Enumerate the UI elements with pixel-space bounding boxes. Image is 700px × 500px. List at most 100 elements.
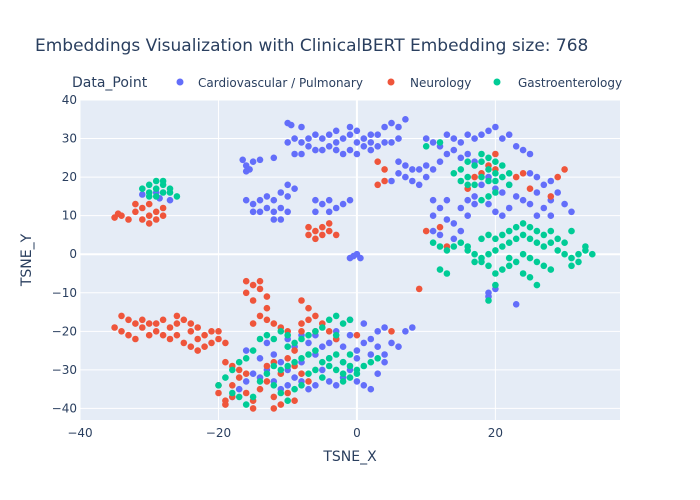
point-gastroenterology[interactable]	[374, 355, 382, 362]
point-cardiovascular-pulmonary[interactable]	[249, 208, 257, 216]
point-gastroenterology[interactable]	[554, 235, 561, 243]
point-cardiovascular-pulmonary[interactable]	[291, 374, 298, 381]
point-neurology[interactable]	[492, 150, 499, 158]
point-neurology[interactable]	[305, 223, 312, 231]
point-cardiovascular-pulmonary[interactable]	[350, 252, 357, 260]
point-neurology[interactable]	[132, 200, 139, 208]
point-neurology[interactable]	[201, 343, 208, 351]
point-gastroenterology[interactable]	[485, 177, 492, 185]
point-gastroenterology[interactable]	[332, 351, 340, 358]
point-neurology[interactable]	[166, 324, 174, 331]
point-cardiovascular-pulmonary[interactable]	[287, 121, 295, 129]
point-cardiovascular-pulmonary[interactable]	[443, 196, 451, 204]
point-cardiovascular-pulmonary[interactable]	[443, 216, 451, 223]
point-neurology[interactable]	[249, 281, 257, 289]
point-gastroenterology[interactable]	[159, 177, 167, 185]
point-gastroenterology[interactable]	[464, 243, 472, 250]
point-cardiovascular-pulmonary[interactable]	[409, 166, 416, 173]
point-neurology[interactable]	[139, 216, 146, 223]
point-cardiovascular-pulmonary[interactable]	[312, 382, 319, 389]
point-gastroenterology[interactable]	[284, 397, 292, 405]
point-gastroenterology[interactable]	[339, 358, 347, 366]
point-gastroenterology[interactable]	[499, 173, 506, 181]
point-cardiovascular-pulmonary[interactable]	[409, 177, 416, 185]
point-gastroenterology[interactable]	[436, 243, 444, 250]
point-gastroenterology[interactable]	[353, 370, 361, 378]
point-neurology[interactable]	[152, 208, 160, 216]
point-gastroenterology[interactable]	[325, 362, 333, 370]
point-neurology[interactable]	[415, 285, 423, 293]
point-cardiovascular-pulmonary[interactable]	[284, 181, 292, 189]
point-cardiovascular-pulmonary[interactable]	[332, 139, 340, 146]
point-gastroenterology[interactable]	[284, 343, 292, 351]
point-cardiovascular-pulmonary[interactable]	[284, 193, 292, 200]
point-gastroenterology[interactable]	[526, 223, 534, 231]
point-cardiovascular-pulmonary[interactable]	[332, 204, 340, 212]
point-neurology[interactable]	[125, 216, 132, 223]
point-neurology[interactable]	[208, 328, 215, 335]
point-cardiovascular-pulmonary[interactable]	[319, 146, 326, 154]
point-gastroenterology[interactable]	[229, 389, 236, 397]
point-gastroenterology[interactable]	[229, 366, 236, 374]
point-neurology[interactable]	[353, 331, 361, 339]
point-cardiovascular-pulmonary[interactable]	[270, 208, 278, 216]
point-gastroenterology[interactable]	[499, 266, 506, 273]
point-neurology[interactable]	[547, 193, 555, 200]
point-gastroenterology[interactable]	[284, 362, 292, 370]
point-neurology[interactable]	[114, 210, 122, 217]
point-neurology[interactable]	[242, 389, 250, 397]
point-neurology[interactable]	[159, 316, 167, 324]
point-cardiovascular-pulmonary[interactable]	[402, 116, 409, 123]
point-gastroenterology[interactable]	[139, 185, 146, 192]
point-gastroenterology[interactable]	[305, 370, 312, 378]
point-gastroenterology[interactable]	[492, 281, 499, 289]
point-cardiovascular-pulmonary[interactable]	[457, 227, 465, 235]
point-neurology[interactable]	[325, 328, 333, 335]
point-neurology[interactable]	[512, 173, 520, 181]
point-neurology[interactable]	[187, 320, 195, 327]
point-gastroenterology[interactable]	[450, 170, 458, 177]
point-gastroenterology[interactable]	[533, 239, 541, 246]
point-neurology[interactable]	[436, 223, 444, 231]
point-gastroenterology[interactable]	[305, 351, 312, 358]
point-neurology[interactable]	[291, 347, 298, 354]
point-cardiovascular-pulmonary[interactable]	[277, 189, 285, 196]
point-cardiovascular-pulmonary[interactable]	[388, 119, 395, 127]
point-gastroenterology[interactable]	[339, 378, 347, 385]
point-neurology[interactable]	[256, 312, 264, 320]
point-cardiovascular-pulmonary[interactable]	[305, 339, 312, 347]
point-cardiovascular-pulmonary[interactable]	[526, 170, 534, 177]
point-cardiovascular-pulmonary[interactable]	[471, 193, 478, 200]
point-neurology[interactable]	[159, 331, 167, 339]
point-neurology[interactable]	[173, 331, 181, 339]
point-gastroenterology[interactable]	[152, 193, 160, 200]
point-cardiovascular-pulmonary[interactable]	[353, 347, 361, 354]
point-gastroenterology[interactable]	[512, 235, 520, 243]
point-cardiovascular-pulmonary[interactable]	[395, 158, 402, 165]
point-neurology[interactable]	[298, 297, 305, 304]
point-gastroenterology[interactable]	[235, 393, 243, 401]
point-neurology[interactable]	[332, 231, 340, 239]
point-gastroenterology[interactable]	[145, 181, 153, 189]
point-gastroenterology[interactable]	[436, 139, 444, 146]
point-gastroenterology[interactable]	[499, 243, 506, 250]
point-cardiovascular-pulmonary[interactable]	[332, 146, 340, 154]
point-cardiovascular-pulmonary[interactable]	[353, 139, 361, 146]
point-cardiovascular-pulmonary[interactable]	[270, 351, 278, 358]
point-cardiovascular-pulmonary[interactable]	[339, 200, 347, 208]
point-gastroenterology[interactable]	[291, 385, 298, 393]
point-gastroenterology[interactable]	[485, 262, 492, 270]
point-gastroenterology[interactable]	[443, 247, 451, 254]
point-neurology[interactable]	[298, 370, 305, 378]
point-neurology[interactable]	[215, 328, 222, 335]
point-gastroenterology[interactable]	[422, 143, 430, 150]
point-gastroenterology[interactable]	[478, 196, 485, 204]
point-neurology[interactable]	[305, 231, 312, 239]
point-cardiovascular-pulmonary[interactable]	[284, 208, 292, 216]
point-cardiovascular-pulmonary[interactable]	[381, 123, 388, 131]
point-cardiovascular-pulmonary[interactable]	[325, 339, 333, 347]
point-cardiovascular-pulmonary[interactable]	[561, 200, 568, 208]
point-neurology[interactable]	[194, 347, 201, 354]
point-gastroenterology[interactable]	[464, 181, 472, 189]
point-neurology[interactable]	[270, 320, 278, 327]
